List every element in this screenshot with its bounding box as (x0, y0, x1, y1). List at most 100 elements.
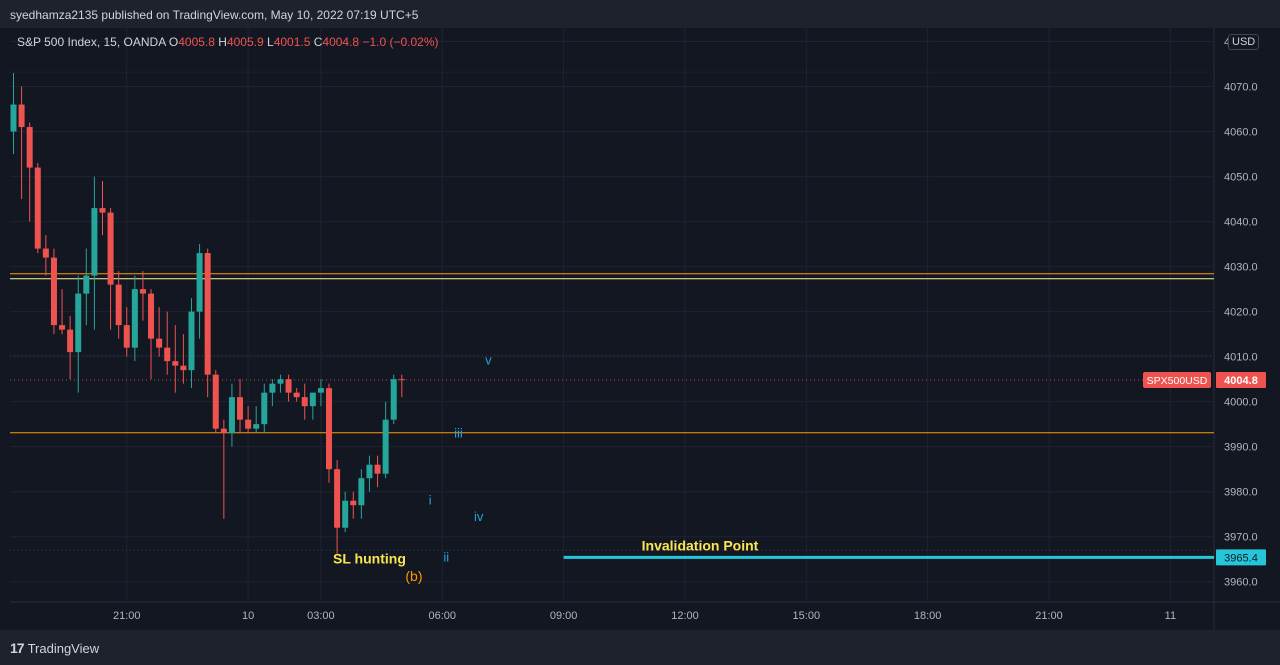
candle-body (115, 284, 122, 326)
candle (75, 275, 82, 393)
candle-body (10, 104, 17, 132)
candle (358, 469, 365, 519)
candle (34, 163, 41, 254)
candle (156, 307, 163, 357)
candle (366, 455, 373, 492)
candle (326, 383, 333, 483)
candle (164, 311, 171, 375)
candle-body (172, 361, 179, 366)
time-tick-label: 21:00 (113, 610, 141, 622)
candle-body (358, 478, 365, 506)
candle (26, 122, 33, 222)
candle (188, 298, 195, 389)
price-tick-label: 4070.0 (1224, 82, 1258, 94)
candle-body (99, 208, 106, 213)
time-tick-label: 11 (1165, 610, 1176, 622)
candle (115, 271, 122, 339)
candle (220, 419, 227, 519)
candle-body (350, 500, 357, 506)
candle (83, 248, 90, 326)
price-tick-label: 4060.0 (1224, 127, 1258, 139)
tradingview-logo-icon: 17 (10, 640, 25, 656)
candle (59, 289, 66, 335)
candle-body (67, 329, 74, 353)
time-tick-label: 09:00 (550, 610, 578, 622)
candle-body (180, 365, 187, 371)
candle-body (188, 311, 195, 371)
candle-body (366, 464, 373, 479)
candle-body (204, 253, 211, 375)
candle (42, 235, 49, 276)
legend-open-value: 4005.8 (178, 35, 215, 49)
candle (123, 307, 130, 357)
candle (67, 316, 74, 380)
time-tick-label: 12:00 (671, 610, 699, 622)
currency-badge[interactable]: USD (1228, 34, 1260, 50)
candle-body (107, 212, 114, 285)
wave-annotation: (b) (405, 568, 422, 584)
candle-body (83, 275, 90, 294)
tradingview-logo[interactable]: 17 TradingView (10, 640, 99, 656)
candle-body (156, 338, 163, 348)
candle (269, 379, 276, 407)
current-price-label: 4004.8 (1224, 375, 1258, 387)
candle-body (220, 428, 227, 434)
time-tick-label: 10 (242, 610, 254, 622)
candle (285, 374, 292, 402)
invalidation-text: Invalidation Point (642, 537, 759, 553)
legend-high-value: 4005.9 (226, 35, 264, 49)
candle (10, 73, 17, 155)
candle-body (59, 325, 66, 330)
candle-body (139, 289, 146, 294)
candle (196, 244, 203, 339)
candle (172, 325, 179, 393)
candle (228, 383, 235, 447)
wave-annotation: i (429, 492, 432, 507)
candle (317, 379, 324, 407)
candle-body (75, 293, 82, 353)
candle-body (317, 388, 324, 393)
candle-body (50, 257, 57, 326)
candle (309, 392, 316, 420)
candle (107, 208, 114, 330)
candle (261, 383, 268, 434)
price-tick-label: 3960.0 (1224, 577, 1258, 589)
candle (212, 370, 219, 434)
candle-body (196, 253, 203, 312)
candle (50, 248, 57, 335)
candle-body (123, 325, 130, 348)
time-tick-label: 06:00 (429, 610, 457, 622)
legend-low-value: 4001.5 (273, 35, 311, 49)
price-tick-label: 4040.0 (1224, 217, 1258, 229)
price-axis-panel (1214, 28, 1280, 602)
candle-body (269, 383, 276, 393)
price-tick-label: 4010.0 (1224, 352, 1258, 364)
invalidation-price-label: 3965.4 (1224, 552, 1258, 564)
candle-body (277, 379, 284, 384)
legend-close-value: 4004.8 (322, 35, 360, 49)
wave-annotation: SL hunting (333, 551, 406, 567)
candle (382, 401, 389, 479)
time-tick-label: 21:00 (1035, 610, 1063, 622)
candle-body (18, 104, 25, 128)
candle (204, 248, 211, 398)
candle-body (293, 392, 300, 398)
legend-low-label: L (267, 35, 274, 49)
candle-body (131, 289, 138, 348)
candle (237, 379, 244, 434)
legend-change: −1.0 (−0.02%) (362, 35, 439, 49)
candle-body (301, 397, 308, 407)
candle-body (374, 464, 381, 474)
candle-body (34, 167, 41, 249)
candle-body (342, 500, 349, 528)
candle (139, 271, 146, 321)
legend-high-label: H (218, 35, 227, 49)
symbol-legend: S&P 500 Index, 15, OANDA O4005.8 H4005.9… (17, 35, 439, 49)
footer-bar (0, 630, 1280, 665)
price-tick-label: 3980.0 (1224, 487, 1258, 499)
candle (334, 460, 341, 555)
publisher-text: syedhamza2135 published on TradingView.c… (10, 8, 419, 22)
candle-body (245, 419, 252, 429)
candle-body (261, 392, 268, 425)
